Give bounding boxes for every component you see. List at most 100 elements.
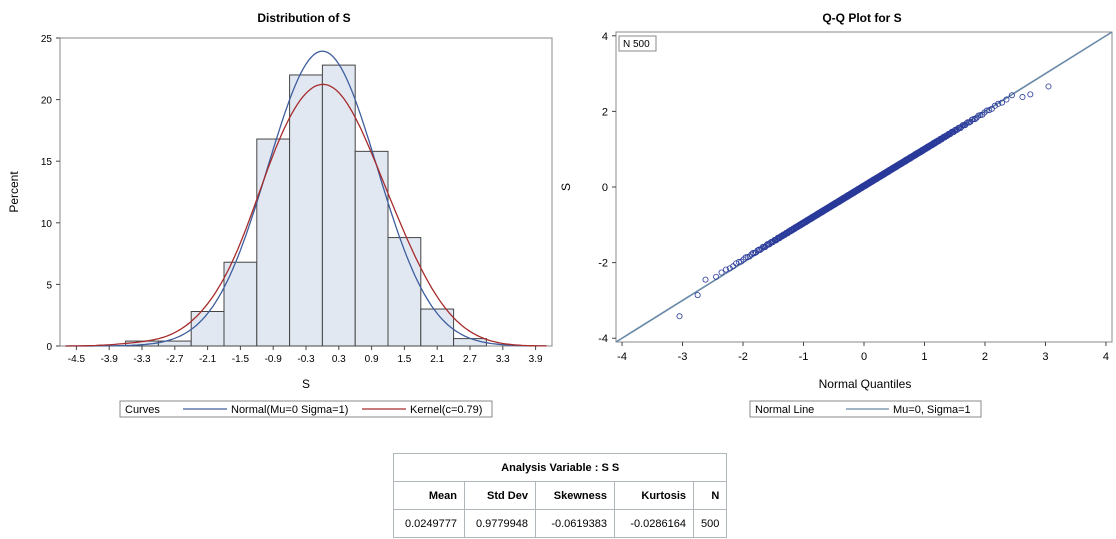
qq-legend-label: Mu=0, Sigma=1 (893, 404, 971, 416)
qq-inset-text: N 500 (623, 39, 650, 50)
qq-point (995, 100, 1002, 107)
hist-y-tick-label: 25 (41, 34, 53, 45)
hist-x-tick-label: 1.5 (397, 354, 411, 365)
hist-x-tick-label: 2.7 (463, 354, 477, 365)
cell-skewness: -0.0619383 (535, 509, 615, 538)
hist-legend-title: Curves (125, 404, 160, 416)
hist-x-tick-label: -1.5 (232, 354, 250, 365)
cell-mean: 0.0249777 (393, 509, 465, 538)
col-header-stddev: Std Dev (464, 481, 536, 510)
hist-x-tick-label: 0.9 (365, 354, 379, 365)
col-header-n: N (692, 481, 728, 510)
qq-point (748, 251, 755, 258)
hist-x-tick-label: -2.7 (166, 354, 184, 365)
qq-axes: -4 -3 -2 -1 0 1 2 3 4 -4 -2 0 2 4 (598, 31, 1109, 363)
qq-x-tick-label: 0 (861, 351, 867, 363)
hist-x-tick-label: 0.3 (332, 354, 346, 365)
hist-x-tick-label: -0.3 (297, 354, 315, 365)
qq-xlabel: Normal Quantiles (819, 377, 912, 391)
hist-legend-frame (119, 400, 493, 418)
qq-y-tick-label: 0 (602, 182, 608, 194)
table-row: 0.0249777 0.9779948 -0.0619383 -0.028616… (393, 509, 728, 538)
qq-x-tick-label: 1 (921, 351, 927, 363)
qq-point (713, 273, 720, 280)
hist-bar (387, 237, 422, 347)
qq-x-tick-label: -4 (617, 351, 627, 363)
qq-point (972, 116, 979, 123)
qq-point (718, 269, 725, 276)
hist-x-tick-label: -3.3 (133, 354, 151, 365)
qq-legend-title: Normal Line (755, 404, 814, 416)
qq-legend: Normal Line Mu=0, Sigma=1 (749, 400, 982, 418)
qq-point (735, 259, 742, 266)
qq-points (676, 83, 1052, 320)
hist-ylabel: Percent (7, 171, 21, 213)
qq-point (1003, 96, 1010, 103)
qq-point (1045, 83, 1052, 90)
col-header-skewness: Skewness (535, 481, 615, 510)
qq-point (1008, 92, 1015, 99)
analysis-stats-table: Analysis Variable : S S Mean Std Dev Ske… (392, 453, 728, 538)
qq-point (726, 265, 733, 272)
qq-point (1019, 94, 1026, 101)
hist-y-tick-label: 15 (41, 157, 53, 168)
hist-x-tick-label: -3.9 (101, 354, 119, 365)
qq-x-tick-label: -2 (738, 351, 748, 363)
qq-inset-frame (618, 35, 657, 52)
qq-ylabel: S (560, 183, 573, 191)
qq-point (963, 120, 970, 127)
hist-x-tick-label: 3.3 (496, 354, 510, 365)
hist-x-tick-label: 2.1 (430, 354, 444, 365)
hist-x-tick-label: -2.1 (199, 354, 217, 365)
hist-bar (420, 308, 455, 347)
table-caption: Analysis Variable : S S (392, 453, 728, 482)
qq-x-tick-label: 2 (982, 351, 988, 363)
hist-axes: -4.5 -3.9 -3.3 -2.7 -2.1 -1.5 -0.9 -0.3 0.3 0.9 1.… (41, 34, 543, 365)
hist-bars (125, 64, 487, 347)
qq-point (746, 253, 753, 260)
cell-stddev: 0.9779948 (464, 509, 536, 538)
qq-point (694, 292, 701, 299)
qq-point (983, 107, 990, 114)
hist-bar (223, 261, 258, 347)
hist-x-tick-label: -4.5 (68, 354, 86, 365)
hist-x-tick-label: -0.9 (265, 354, 283, 365)
qq-point (1027, 91, 1034, 98)
col-header-mean: Mean (393, 481, 465, 510)
hist-title: Distribution of S (257, 11, 350, 25)
hist-bar (256, 138, 291, 347)
qq-x-tick-label: -3 (678, 351, 688, 363)
hist-curves (65, 50, 547, 347)
hist-bar (190, 311, 225, 347)
qq-y-tick-label: 4 (602, 31, 608, 43)
qq-point (676, 313, 683, 320)
hist-bar (321, 64, 356, 347)
cell-kurtosis: -0.0286164 (614, 509, 694, 538)
hist-y-tick-label: 10 (41, 219, 53, 230)
qq-y-tick-label: 2 (602, 106, 608, 118)
col-header-kurtosis: Kurtosis (614, 481, 694, 510)
histogram-chart: Distribution of S -4.5 -3.9 -3.3 -2.7 -2.1 -1… (7, 11, 553, 418)
legend-label-normal: Normal(Mu=0 Sigma=1) (231, 404, 348, 416)
hist-xlabel: S (302, 377, 310, 391)
qq-x-tick-label: 3 (1042, 351, 1048, 363)
hist-x-tick-label: 3.9 (529, 354, 543, 365)
cell-n: 500 (692, 509, 728, 538)
qq-point (991, 102, 998, 109)
hist-bar (289, 74, 323, 347)
hist-y-tick-label: 0 (46, 342, 52, 353)
qq-inset: N 500 (618, 35, 657, 52)
qq-x-tick-label: -1 (799, 351, 809, 363)
qq-chart: Q-Q Plot for S -4 -3 -2 -1 0 1 2 3 4 -4 -2 0 2 4 N 50… (560, 11, 1113, 418)
qq-y-tick-label: -4 (598, 333, 608, 345)
qq-title: Q-Q Plot for S (822, 11, 901, 25)
kernel-curve (65, 83, 547, 347)
qq-point (722, 266, 729, 273)
qq-y-tick-label: -2 (598, 258, 608, 270)
hist-y-tick-label: 20 (41, 96, 53, 107)
qq-point (702, 276, 709, 283)
normal-curve (65, 50, 547, 347)
qq-x-tick-label: 4 (1103, 351, 1109, 363)
legend-label-kernel: Kernel(c=0.79) (410, 404, 482, 416)
qq-point (999, 99, 1006, 106)
